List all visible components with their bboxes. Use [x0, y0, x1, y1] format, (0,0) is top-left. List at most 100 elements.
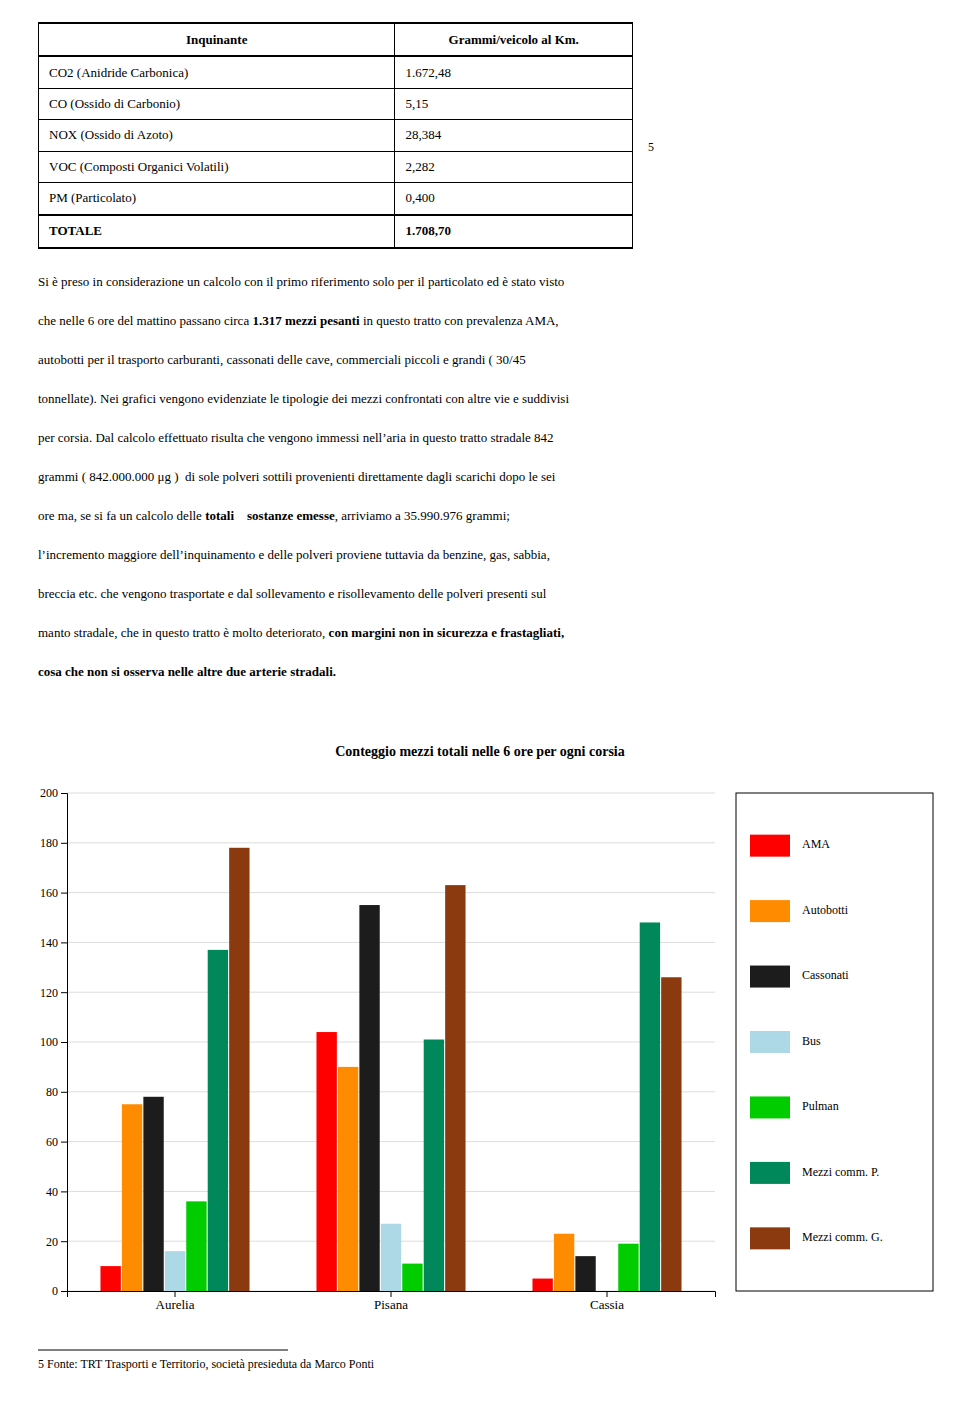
y-tick: 60	[46, 1135, 67, 1149]
y-tick-label: 40	[46, 1185, 58, 1199]
body-line: Si è preso in considerazione un calcolo …	[38, 274, 564, 290]
body-text: ore ma, se si fa un calcolo delle	[38, 508, 205, 523]
legend-item: AMA	[750, 835, 830, 857]
bar	[165, 1251, 185, 1291]
x-tick-mark	[391, 1291, 392, 1297]
bar	[229, 848, 249, 1291]
y-tick: 120	[40, 986, 67, 1000]
table-cell: 28,384	[395, 120, 633, 151]
grid-line	[67, 793, 715, 794]
bar	[554, 1234, 574, 1291]
legend-item: Cassonati	[750, 966, 849, 988]
y-tick: 40	[46, 1185, 67, 1199]
grid-line	[67, 992, 715, 993]
table-row: CO2 (Anidride Carbonica)1.672,48	[39, 56, 633, 88]
grid-line	[67, 1241, 715, 1242]
body-text: tonnellate). Nei grafici vengono evidenz…	[38, 391, 569, 406]
body-text-bold: cosa che non si osserva nelle altre due …	[38, 664, 336, 679]
body-line: cosa che non si osserva nelle altre due …	[38, 664, 336, 680]
footnote-ref: 5	[648, 140, 654, 155]
x-tick-mark	[607, 1291, 608, 1297]
bar	[575, 1256, 595, 1291]
page: InquinanteGrammi/veicolo al Km.CO2 (Anid…	[0, 0, 960, 1403]
x-tick-label: Pisana	[374, 1297, 408, 1312]
body-line: per corsia. Dal calcolo effettuato risul…	[38, 430, 554, 446]
legend-label: Pulman	[802, 1099, 839, 1113]
legend-label: Mezzi comm. P.	[802, 1165, 879, 1179]
bar	[186, 1201, 206, 1291]
body-line: autobotti per il trasporto carburanti, c…	[38, 352, 526, 368]
body-text-bold: 1.317 mezzi pesanti	[252, 313, 359, 328]
legend-frame	[736, 793, 933, 1291]
body-line: breccia etc. che vengono trasportate e d…	[38, 586, 546, 602]
x-tick-label: Aurelia	[156, 1297, 195, 1312]
y-tick: 160	[40, 886, 67, 900]
table-cell: NOX (Ossido di Azoto)	[39, 120, 395, 151]
bar	[100, 1266, 120, 1291]
axis-line	[61, 794, 68, 1292]
grid-line	[67, 1291, 715, 1292]
body-line: ore ma, se si fa un calcolo delle totali…	[38, 508, 510, 524]
legend-swatch	[750, 835, 790, 857]
table-cell: 1.672,48	[395, 56, 633, 88]
x-tick: Aurelia	[156, 1291, 195, 1312]
body-text: grammi ( 842.000.000 μg ) di sole polver…	[38, 469, 555, 484]
x-tick: Cassia	[590, 1291, 624, 1312]
y-tick-mark	[61, 843, 67, 844]
y-tick-mark	[61, 942, 67, 943]
legend-item: Mezzi comm. G.	[750, 1227, 883, 1249]
table-cell: TOTALE	[39, 215, 395, 248]
body-text: breccia etc. che vengono trasportate e d…	[38, 586, 546, 601]
x-tick-mark	[175, 1291, 176, 1297]
grid-line	[67, 1091, 715, 1092]
y-tick-mark	[61, 1241, 67, 1242]
body-text-bold: con margini non in sicurezza e frastagli…	[329, 625, 565, 640]
table-row: CO (Ossido di Carbonio)5,15	[39, 88, 633, 119]
table-row: VOC (Composti Organici Volatili)2,282	[39, 151, 633, 182]
grid-line	[67, 1191, 715, 1192]
legend-swatch	[750, 1162, 790, 1184]
legend-swatch	[750, 966, 790, 988]
body-line: tonnellate). Nei grafici vengono evidenz…	[38, 391, 569, 407]
bar	[316, 1032, 336, 1291]
footnote-rule	[38, 1350, 288, 1351]
y-tick: 100	[40, 1035, 67, 1049]
bar	[445, 885, 465, 1291]
grid-line	[67, 892, 715, 893]
bar	[122, 1104, 142, 1291]
bar	[208, 950, 228, 1291]
chart-svg: Conteggio mezzi totali nelle 6 ore per o…	[0, 0, 960, 1403]
y-tick: 0	[52, 1284, 67, 1298]
body-text: autobotti per il trasporto carburanti, c…	[38, 352, 526, 367]
x-tick: Pisana	[374, 1291, 408, 1312]
grid-line	[67, 842, 715, 843]
y-tick: 80	[46, 1085, 67, 1099]
legend: AMAAutobottiCassonatiBusPulmanMezzi comm…	[736, 793, 933, 1291]
y-tick-mark	[61, 992, 67, 993]
y-tick-label: 100	[40, 1035, 58, 1049]
y-tick-mark	[61, 1191, 67, 1192]
legend-label: Mezzi comm. G.	[802, 1230, 883, 1244]
table-cell: 1.708,70	[395, 215, 633, 248]
body-text: Si è preso in considerazione un calcolo …	[38, 274, 564, 289]
legend-label: AMA	[802, 837, 830, 851]
grid	[67, 793, 715, 1291]
body-line: l’incremento maggiore dell’inquinamento …	[38, 547, 550, 563]
body-line: che nelle 6 ore del mattino passano circ…	[38, 313, 559, 329]
bar	[597, 1291, 617, 1292]
bar	[424, 1040, 444, 1291]
legend-swatch	[750, 1031, 790, 1053]
table-row: PM (Particolato)0,400	[39, 182, 633, 214]
y-tick-label: 120	[40, 986, 58, 1000]
table-cell: 0,400	[395, 182, 633, 214]
y-tick-mark	[61, 1092, 67, 1093]
bar	[338, 1067, 358, 1291]
legend-swatch	[750, 900, 790, 922]
legend-label: Cassonati	[802, 968, 849, 982]
bars	[100, 848, 681, 1291]
table-cell: CO2 (Anidride Carbonica)	[39, 56, 395, 88]
legend-item: Autobotti	[750, 900, 849, 922]
table-row: TOTALE1.708,70	[39, 215, 633, 248]
bar	[381, 1224, 401, 1291]
table-cell: 2,282	[395, 151, 633, 182]
